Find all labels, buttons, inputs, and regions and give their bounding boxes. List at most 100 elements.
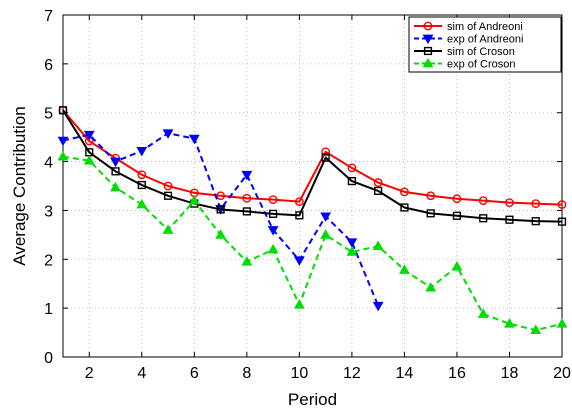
series-3-point-13 (372, 240, 384, 250)
y-tick-label-5: 5 (44, 106, 53, 123)
y-tick-label-7: 7 (44, 8, 53, 25)
x-tick-label-4: 4 (137, 365, 146, 382)
legend-marker-2 (423, 46, 433, 56)
y-tick-label-4: 4 (44, 155, 53, 172)
series-3-point-3 (110, 181, 121, 192)
series-2-point-12 (347, 177, 356, 186)
series-3-point-14 (399, 264, 410, 274)
series-3-point-4 (136, 198, 148, 209)
x-tick-label-8: 8 (242, 365, 251, 382)
series-2-point-19 (531, 217, 540, 226)
y-tick-label-3: 3 (44, 203, 53, 220)
series-0-point-18 (505, 198, 514, 208)
series-0-point-17 (478, 196, 488, 206)
series-3-point-1 (57, 151, 69, 161)
series-1-point-4 (136, 146, 148, 157)
legend-label-0: sim of Andreoni (447, 21, 523, 33)
series-0-point-14 (400, 187, 409, 197)
series-0-point-4 (137, 170, 147, 180)
series-2-point-16 (452, 211, 462, 220)
series-0-point-15 (426, 191, 436, 201)
x-tick-label-12: 12 (343, 365, 361, 382)
series-2-point-11 (321, 153, 330, 162)
series-0-point-5 (163, 181, 173, 191)
series-2-point-3 (111, 167, 120, 176)
series-3-point-10 (293, 299, 305, 309)
series-0 (58, 105, 567, 209)
series-3-point-11 (320, 229, 332, 239)
series-line-0 (62, 109, 563, 206)
series-3-point-2 (83, 154, 95, 165)
y-tick-label-6: 6 (44, 57, 53, 74)
series-0-point-12 (347, 163, 357, 173)
series-1-point-12 (346, 238, 358, 248)
series-2-point-1 (58, 106, 68, 115)
y-tick-label-1: 1 (44, 301, 53, 318)
legend-label-3: exp of Croson (447, 59, 515, 71)
series-1-point-6 (188, 134, 200, 145)
series-0-point-9 (268, 195, 278, 205)
plot-frame (62, 14, 563, 358)
series-3-point-8 (241, 256, 253, 266)
x-tick-label-16: 16 (448, 365, 466, 382)
series-0-point-11 (321, 147, 331, 157)
series-2-point-18 (505, 215, 514, 224)
series-3-point-20 (556, 318, 568, 328)
series-0-point-13 (373, 178, 383, 187)
x-tick-label-10: 10 (290, 365, 308, 382)
series-1-point-10 (293, 256, 305, 266)
series-0-point-19 (531, 199, 541, 208)
legend-label-1: exp of Andreoni (447, 34, 523, 46)
y-axis-label: Average Contribution (10, 106, 29, 265)
series-2-point-13 (374, 186, 383, 195)
legend-marker-3 (422, 57, 434, 68)
series-3-point-6 (188, 195, 200, 205)
x-axis-label: Period (288, 390, 337, 409)
series-1-point-11 (320, 212, 332, 222)
x-tick-label-6: 6 (190, 365, 199, 382)
series-1-point-8 (241, 170, 253, 181)
series-3 (57, 151, 568, 334)
series-0-point-16 (452, 194, 462, 204)
series-line-2 (62, 109, 563, 223)
y-tick-label-0: 0 (44, 350, 53, 367)
series-3-point-18 (504, 318, 515, 328)
series-1 (57, 129, 384, 312)
series-0-point-10 (294, 197, 304, 207)
series-1-point-1 (57, 136, 69, 147)
series-2-point-4 (137, 180, 146, 190)
series-0-point-20 (557, 200, 567, 209)
series-2-point-15 (426, 209, 435, 218)
series-2-point-10 (295, 211, 304, 220)
series-3-point-7 (215, 229, 226, 239)
series-2-point-20 (557, 217, 567, 226)
series-3-point-15 (425, 282, 437, 292)
series-2-point-9 (269, 209, 278, 218)
series-1-point-3 (110, 157, 121, 168)
series-3-point-9 (267, 243, 279, 254)
series-2 (58, 106, 567, 226)
series-3-point-19 (530, 324, 542, 334)
x-tick-label-2: 2 (85, 365, 94, 382)
series-layer (57, 105, 568, 334)
series-3-point-5 (162, 224, 174, 234)
series-0-point-7 (216, 191, 225, 201)
series-line-1 (62, 132, 380, 307)
y-tick-label-2: 2 (44, 252, 53, 269)
series-2-point-14 (400, 203, 409, 212)
series-2-point-17 (479, 214, 488, 223)
x-tick-label-14: 14 (396, 365, 414, 382)
series-1-point-9 (267, 226, 279, 236)
series-1-point-5 (162, 129, 174, 139)
series-2-point-7 (216, 205, 225, 214)
series-3-point-16 (451, 261, 463, 271)
series-2-point-5 (163, 191, 173, 200)
series-1-point-13 (372, 301, 384, 312)
legend-marker-1 (422, 34, 434, 45)
series-3-point-17 (477, 308, 489, 318)
x-tick-label-18: 18 (501, 365, 519, 382)
legend-label-2: sim of Croson (447, 46, 515, 58)
